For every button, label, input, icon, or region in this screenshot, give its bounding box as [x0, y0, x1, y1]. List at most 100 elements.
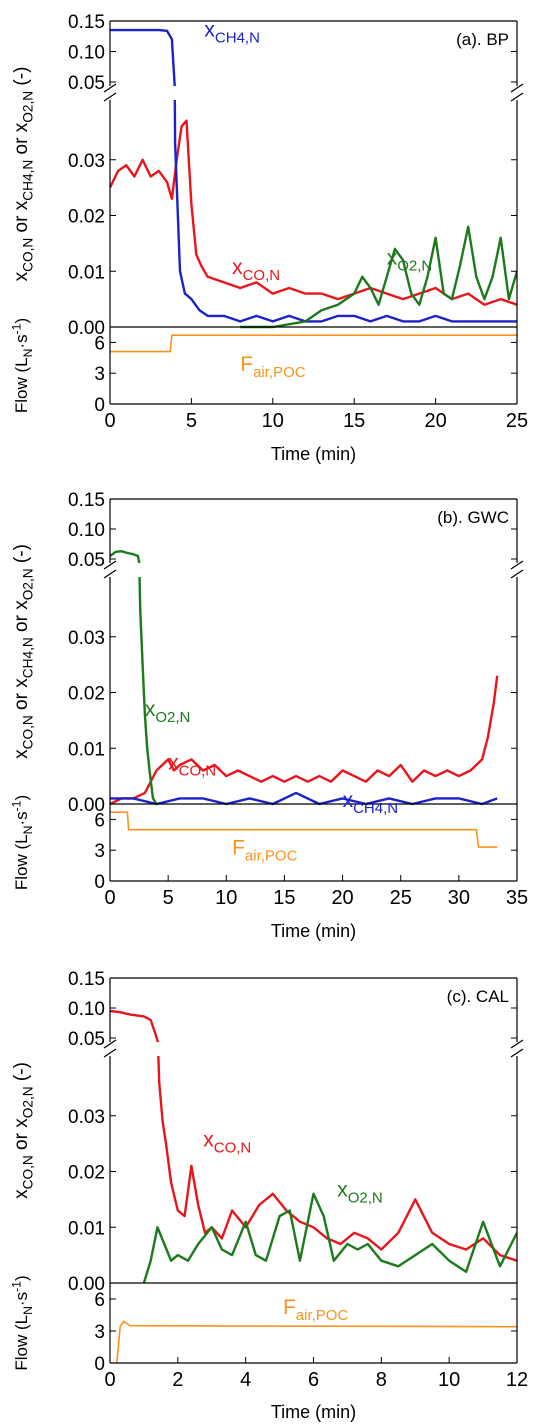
flow-label-main: F	[240, 353, 253, 376]
series-line-o2-upper	[240, 102, 517, 113]
flow-tick-label: 3	[94, 1322, 105, 1343]
y-axis-label-part: CH4,N	[20, 160, 35, 201]
flow-axis-label-part: Flow (L	[12, 1315, 31, 1371]
flow-axis-label: Flow (LN·s-1)	[10, 1275, 35, 1370]
y-axis-label-part: or x	[11, 122, 32, 159]
y-axis-label-part: (-)	[11, 1062, 32, 1086]
series-line-co-upper	[110, 575, 497, 589]
axis-break-mark	[510, 92, 524, 102]
flow-tick-label: 3	[94, 841, 105, 862]
x-tick-label: 20	[424, 410, 446, 432]
flow-axis-label-part: ·s	[12, 811, 31, 825]
panel-label: (b). GWC	[437, 508, 509, 527]
series-label-ch4: xCH4,N	[343, 789, 399, 817]
axis-break-gap	[509, 86, 525, 100]
y-axis-label-part: or x	[11, 678, 32, 715]
x-tick-label: 10	[438, 1369, 460, 1391]
y-tick-label: 0.01	[68, 262, 105, 283]
series-label-co: xCO,N	[203, 1128, 251, 1156]
series-label-main: x	[204, 18, 215, 41]
series-line-ch4-lower	[173, 100, 517, 323]
flow-label: Fair,POC	[232, 836, 298, 864]
y-tick-label: 0.00	[68, 318, 105, 339]
series-line-o2-upper	[144, 1058, 517, 1068]
y-axis-label: xCO,N or xCH4,N or xO2,N (-)	[11, 67, 35, 282]
y-tick-label: 0.15	[68, 969, 105, 990]
axis-break-gap	[509, 563, 525, 577]
y-axis-label-part: CH4,N	[20, 637, 35, 678]
flow-label: Fair,POC	[283, 1296, 349, 1324]
axis-break-gap	[509, 1042, 525, 1056]
flow-tick-label: 0	[94, 872, 105, 893]
flow-tick-label: 0	[94, 1354, 105, 1375]
series-label-sub: CH4,N	[215, 29, 260, 46]
series-label-o2: xO2,N	[337, 1179, 383, 1207]
y-tick-label: 0.15	[68, 12, 105, 33]
series-line-ch4-upper	[110, 28, 176, 86]
x-tick-label: 35	[506, 887, 528, 909]
series-label-ch4: xCH4,N	[204, 18, 260, 46]
y-tick-label: 0.05	[68, 550, 105, 571]
x-axis-label: Time (min)	[271, 1402, 356, 1422]
series-label-main: x	[232, 256, 243, 279]
y-tick-label: 0.03	[68, 151, 105, 172]
axis-break-gap	[102, 563, 118, 577]
y-tick-label: 0.03	[68, 628, 105, 649]
axis-break-mark	[103, 569, 117, 579]
series-line-o2-lower	[142, 1192, 517, 1284]
flow-axis-label-part: ·s	[12, 1292, 31, 1306]
panel-label: (c). CAL	[447, 987, 509, 1006]
axis-break-gap	[102, 1042, 118, 1056]
series-label-co: xCO,N	[232, 256, 280, 284]
x-tick-label: 20	[331, 887, 353, 909]
flow-axis-label-part: ·s	[12, 334, 31, 348]
y-axis-label-part: CO,N	[20, 238, 35, 272]
x-tick-label: 15	[343, 410, 365, 432]
flow-axis-label-part: N	[21, 349, 35, 358]
y-axis-label: xCO,N or xO2,N (-)	[11, 1062, 35, 1199]
flow-axis-label-part: N	[21, 1306, 35, 1315]
y-axis-label-part: O2,N	[20, 1086, 35, 1118]
flow-label-sub: air,POC	[296, 1307, 349, 1324]
series-label-sub: CH4,N	[353, 800, 398, 817]
series-label-sub: CO,N	[179, 762, 217, 779]
axis-break-mark	[103, 560, 117, 570]
flow-axis-label: Flow (LN·s-1)	[10, 318, 35, 413]
x-axis-label: Time (min)	[271, 921, 356, 941]
axis-break-mark	[510, 83, 524, 93]
chart-panel-3: 0.05 0.10 0.15 0.00 0.01 0.02 0.03 0 3 6 0 2 4 6 8 10 12…	[10, 969, 529, 1422]
x-tick-label: 30	[448, 887, 470, 909]
x-tick-label: 8	[376, 1369, 387, 1391]
flow-line	[110, 811, 498, 848]
series-line-co-upper	[110, 90, 517, 110]
flow-label-sub: air,POC	[245, 847, 298, 864]
flow-tick-label: 6	[94, 810, 105, 831]
y-axis-label-part: (-)	[11, 544, 32, 568]
flow-line	[110, 334, 517, 353]
series-label-sub: CO,N	[214, 1139, 252, 1156]
y-tick-label: 0.02	[68, 684, 105, 705]
y-axis-label-part: O2,N	[20, 568, 35, 600]
y-tick-label: 0.02	[68, 207, 105, 228]
series-label-o2: xO2,N	[145, 698, 191, 726]
x-tick-label: 6	[308, 1369, 319, 1391]
y-tick-label: 0.05	[68, 73, 105, 94]
chart-panel-1: 0.05 0.10 0.15 0.00 0.01 0.02 0.03 0 3 6 0 5 10 15 20 2…	[10, 12, 529, 464]
y-axis-label: xCO,N or xCH4,N or xO2,N (-)	[11, 544, 35, 759]
flow-axis-label-part: N	[21, 826, 35, 835]
flow-tick-label: 3	[94, 364, 105, 385]
y-tick-label: 0.15	[68, 490, 105, 511]
y-axis-label-part: CO,N	[20, 715, 35, 749]
series-line-ch4-lower	[110, 791, 498, 806]
y-axis-label-part: (-)	[11, 67, 32, 91]
flow-axis-label-part: )	[12, 1275, 31, 1281]
series-line-co-upper	[110, 1009, 160, 1042]
y-tick-label: 0.02	[68, 1163, 105, 1184]
series-line-o2-lower	[138, 577, 158, 805]
flow-label-sub: air,POC	[253, 364, 306, 381]
axis-break-mark	[510, 569, 524, 579]
y-tick-label: 0.10	[68, 520, 105, 541]
y-axis-label-part: or x	[11, 1118, 32, 1155]
series-line-o2-lower	[240, 225, 517, 329]
